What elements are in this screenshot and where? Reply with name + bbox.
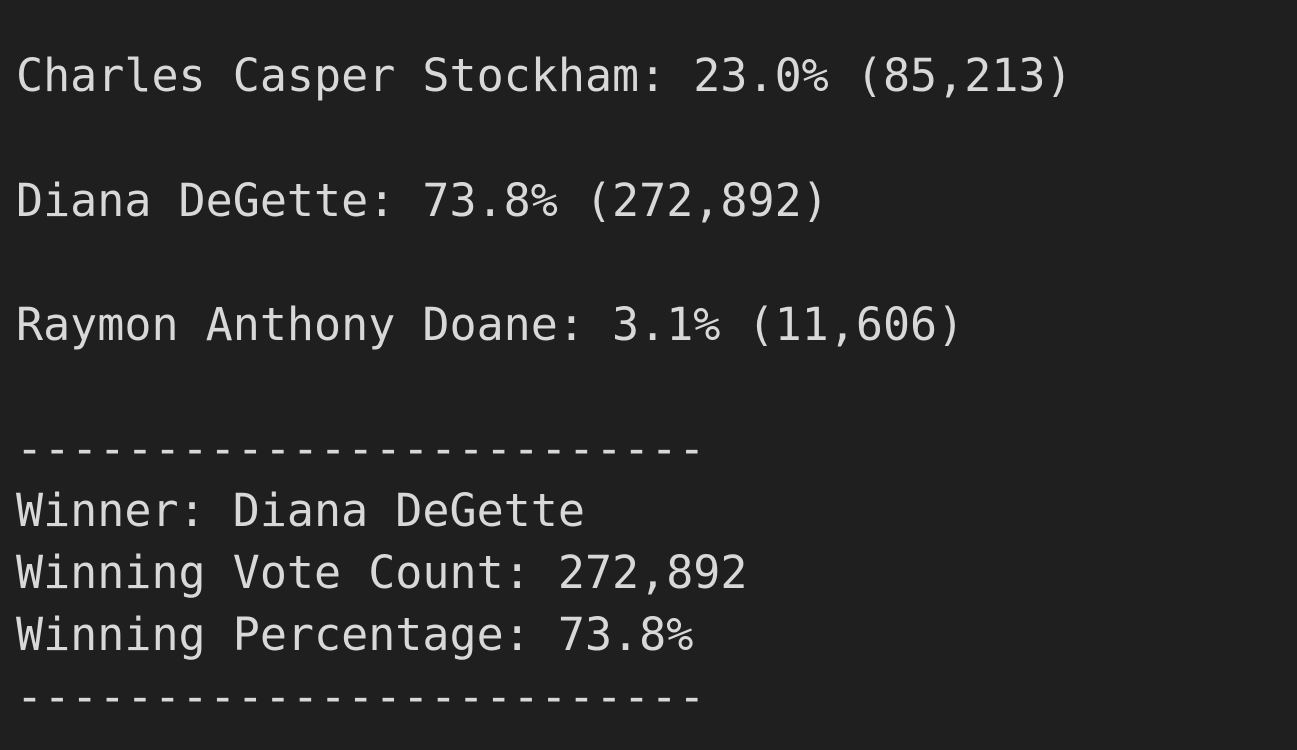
divider-top: ------------------------- (16, 422, 706, 475)
winning-vote-count-line: Winning Vote Count: 272,892 (16, 546, 748, 599)
divider-bottom: ------------------------- (16, 670, 706, 723)
candidate-result-stockham: Charles Casper Stockham: 23.0% (85,213) (16, 49, 1073, 102)
winner-line: Winner: Diana DeGette (16, 484, 585, 537)
winning-percentage-line: Winning Percentage: 73.8% (16, 608, 694, 661)
candidate-result-doane: Raymon Anthony Doane: 3.1% (11,606) (16, 298, 965, 351)
candidate-result-degette: Diana DeGette: 73.8% (272,892) (16, 174, 829, 227)
